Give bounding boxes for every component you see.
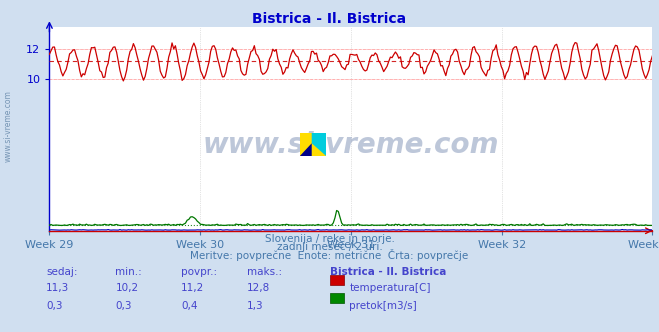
Text: temperatura[C]: temperatura[C] — [349, 283, 431, 293]
Text: 0,3: 0,3 — [46, 301, 63, 311]
Text: www.si-vreme.com: www.si-vreme.com — [3, 90, 13, 162]
Text: 10,2: 10,2 — [115, 283, 138, 293]
Text: Bistrica - Il. Bistrica: Bistrica - Il. Bistrica — [330, 267, 446, 277]
Polygon shape — [300, 143, 312, 156]
Text: www.si-vreme.com: www.si-vreme.com — [203, 131, 499, 159]
Text: maks.:: maks.: — [247, 267, 282, 277]
Text: pretok[m3/s]: pretok[m3/s] — [349, 301, 417, 311]
Text: Meritve: povprečne  Enote: metrične  Črta: povprečje: Meritve: povprečne Enote: metrične Črta:… — [190, 249, 469, 261]
Text: 0,3: 0,3 — [115, 301, 132, 311]
Text: Bistrica - Il. Bistrica: Bistrica - Il. Bistrica — [252, 12, 407, 26]
Text: 11,2: 11,2 — [181, 283, 204, 293]
Text: povpr.:: povpr.: — [181, 267, 217, 277]
Text: 1,3: 1,3 — [247, 301, 264, 311]
Polygon shape — [312, 133, 326, 156]
Text: 11,3: 11,3 — [46, 283, 69, 293]
Text: 0,4: 0,4 — [181, 301, 198, 311]
Text: 12,8: 12,8 — [247, 283, 270, 293]
Text: Slovenija / reke in morje.: Slovenija / reke in morje. — [264, 234, 395, 244]
Text: zadnji mesec / 2 uri.: zadnji mesec / 2 uri. — [277, 242, 382, 252]
Text: sedaj:: sedaj: — [46, 267, 78, 277]
Text: min.:: min.: — [115, 267, 142, 277]
